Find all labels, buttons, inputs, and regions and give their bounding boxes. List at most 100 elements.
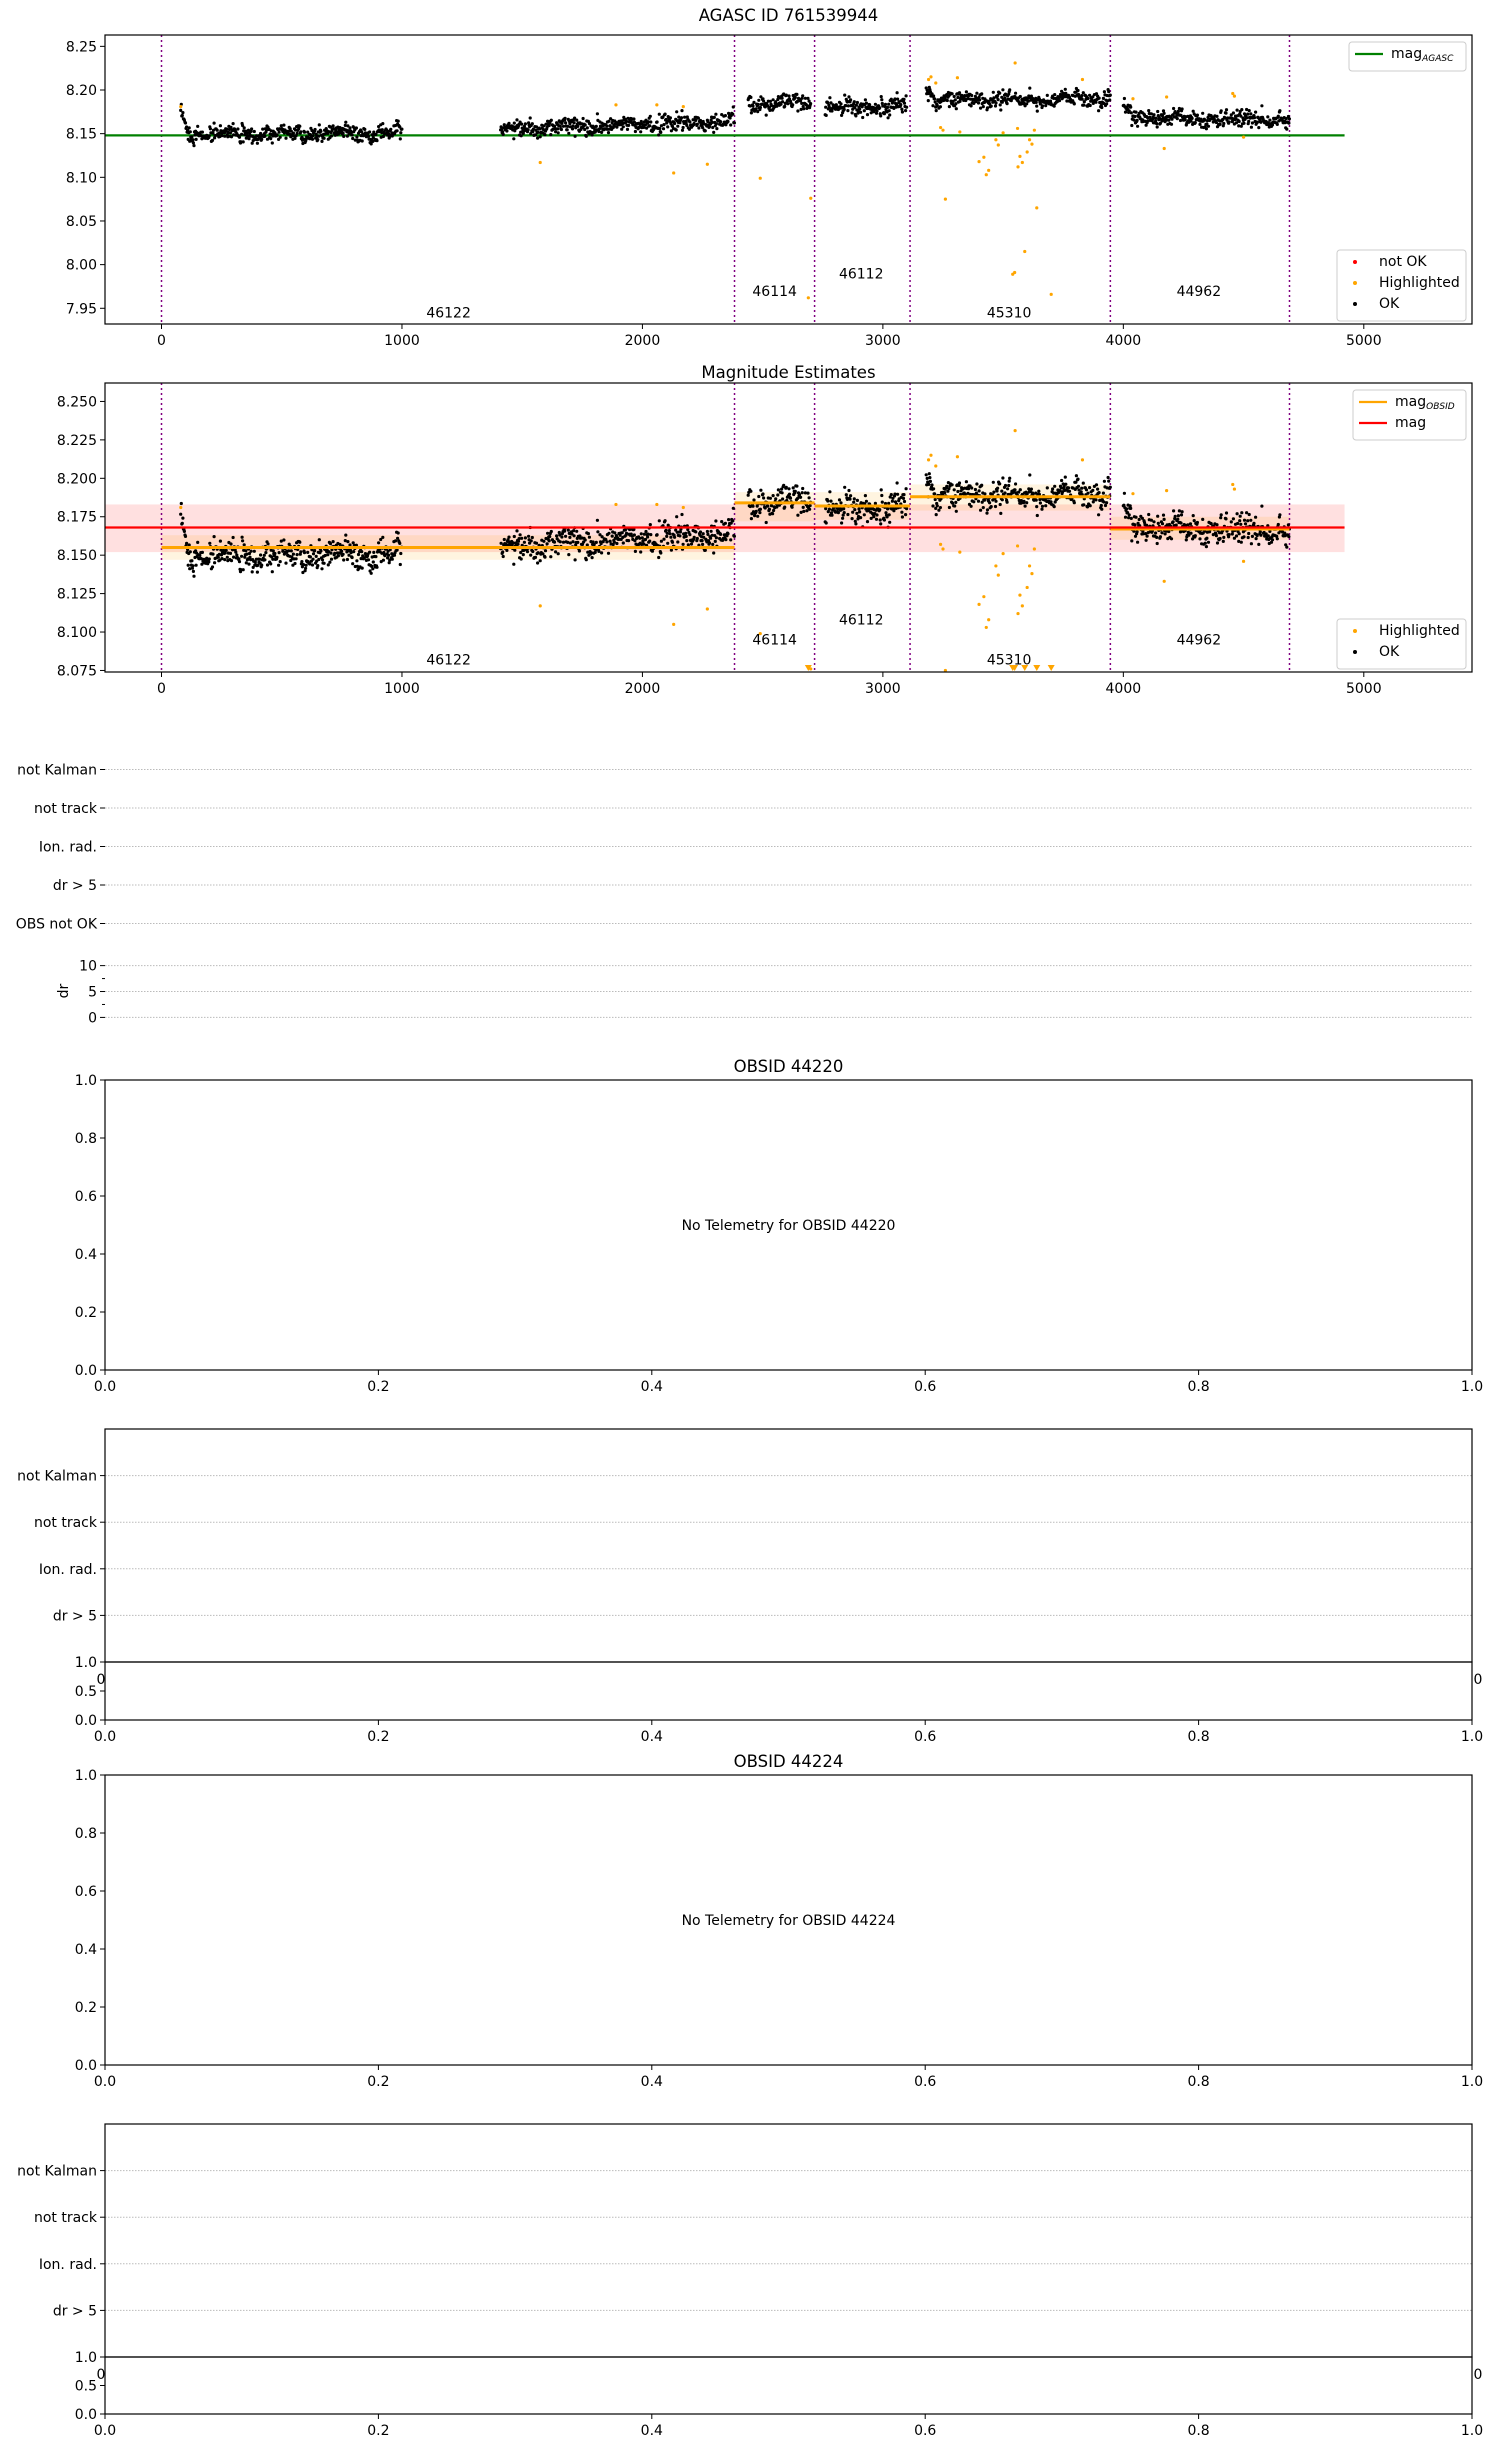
highlighted-out-of-range-marker [1047, 665, 1055, 671]
ok-point [518, 533, 522, 537]
ok-point [501, 550, 505, 554]
sub-y-tick-label: 1.0 [75, 2350, 97, 2366]
ok-point [642, 125, 646, 129]
ok-point [795, 484, 799, 488]
ok-point [350, 133, 354, 137]
ok-point [1191, 514, 1195, 518]
ok-point [278, 560, 282, 564]
y-tick-label: 8.175 [57, 510, 97, 526]
ok-point [208, 541, 212, 545]
ok-point [865, 113, 870, 117]
highlighted-point [1165, 95, 1169, 99]
ok-point [844, 104, 848, 108]
ok-point [1040, 504, 1045, 508]
ok-point [1257, 542, 1261, 547]
y-tick-label: 0.2 [75, 2000, 97, 2016]
ok-point [1091, 95, 1095, 99]
ok-point [872, 515, 876, 519]
ok-point [1242, 121, 1246, 125]
ok-point [1025, 492, 1029, 496]
ok-point [388, 558, 392, 562]
ok-point [506, 538, 510, 542]
legend-label-main: mag [1395, 415, 1426, 431]
ok-point [694, 118, 698, 122]
obsid-44220-no-telemetry-message: No Telemetry for OBSID 44220 [682, 1218, 896, 1234]
ok-point [342, 558, 346, 562]
ok-point [1094, 483, 1099, 487]
ok-point [522, 548, 526, 553]
ok-point [827, 507, 832, 511]
ok-point [926, 99, 930, 103]
ok-point [665, 534, 669, 539]
ok-point [972, 500, 976, 504]
ok-point [389, 127, 393, 131]
ok-point [344, 533, 348, 537]
ok-point [1134, 110, 1138, 114]
ok-point [1001, 88, 1005, 92]
ok-point [893, 492, 897, 496]
ok-point [572, 534, 576, 538]
ok-point [1224, 108, 1229, 112]
ok-point [304, 566, 308, 570]
ok-point [982, 498, 987, 502]
ok-point [805, 509, 809, 513]
ok-point [887, 501, 891, 505]
ok-point [194, 137, 198, 141]
ok-point [1259, 120, 1263, 124]
ok-point [1249, 112, 1253, 116]
highlighted-point [1035, 206, 1039, 210]
ok-point [338, 542, 342, 547]
ok-point [646, 532, 650, 536]
ok-point [930, 92, 934, 96]
ok-point [642, 532, 647, 536]
flags-axes-frame [104, 1428, 1473, 1663]
ok-point [1155, 122, 1159, 126]
ok-point [512, 534, 516, 539]
ok-point [1158, 535, 1162, 539]
ok-point [572, 529, 576, 533]
ok-point [1205, 122, 1209, 126]
ok-point [840, 113, 844, 117]
ok-point [893, 97, 897, 101]
ok-point [1258, 530, 1262, 534]
ok-point [244, 561, 248, 565]
ok-point [269, 137, 273, 141]
ok-point [1147, 512, 1151, 517]
ok-point [824, 105, 828, 109]
ok-point [767, 507, 772, 511]
ok-point [395, 129, 399, 133]
highlighted-point [994, 138, 998, 142]
ok-point [1215, 541, 1220, 545]
ok-point [886, 507, 890, 511]
ok-point [951, 501, 955, 505]
ok-point [322, 561, 326, 565]
ok-point [1191, 109, 1195, 113]
ok-point [570, 532, 574, 536]
ok-point [1108, 98, 1112, 102]
ok-point [1237, 119, 1241, 124]
highlighted-point [1013, 270, 1017, 275]
y-tick-label: 8.150 [57, 548, 97, 564]
ok-point [1222, 121, 1226, 126]
ok-point [902, 97, 906, 101]
ok-point [826, 510, 830, 514]
ok-point [759, 488, 763, 492]
ok-point [1198, 537, 1202, 541]
ok-point [1023, 504, 1027, 508]
ok-point [632, 117, 636, 121]
ok-point [577, 549, 582, 553]
ok-point [605, 540, 609, 544]
y-tick-label: 8.200 [57, 471, 97, 487]
ok-point [863, 494, 868, 498]
ok-point [511, 541, 515, 545]
ok-point [772, 508, 776, 513]
ok-point [1162, 111, 1166, 115]
chart-title: AGASC ID 761539944 [699, 6, 879, 25]
ok-point [552, 540, 557, 544]
ok-point [680, 512, 684, 517]
ok-point [1161, 109, 1166, 113]
ok-point [927, 472, 931, 476]
ok-point [386, 556, 390, 560]
ok-point [279, 539, 283, 543]
